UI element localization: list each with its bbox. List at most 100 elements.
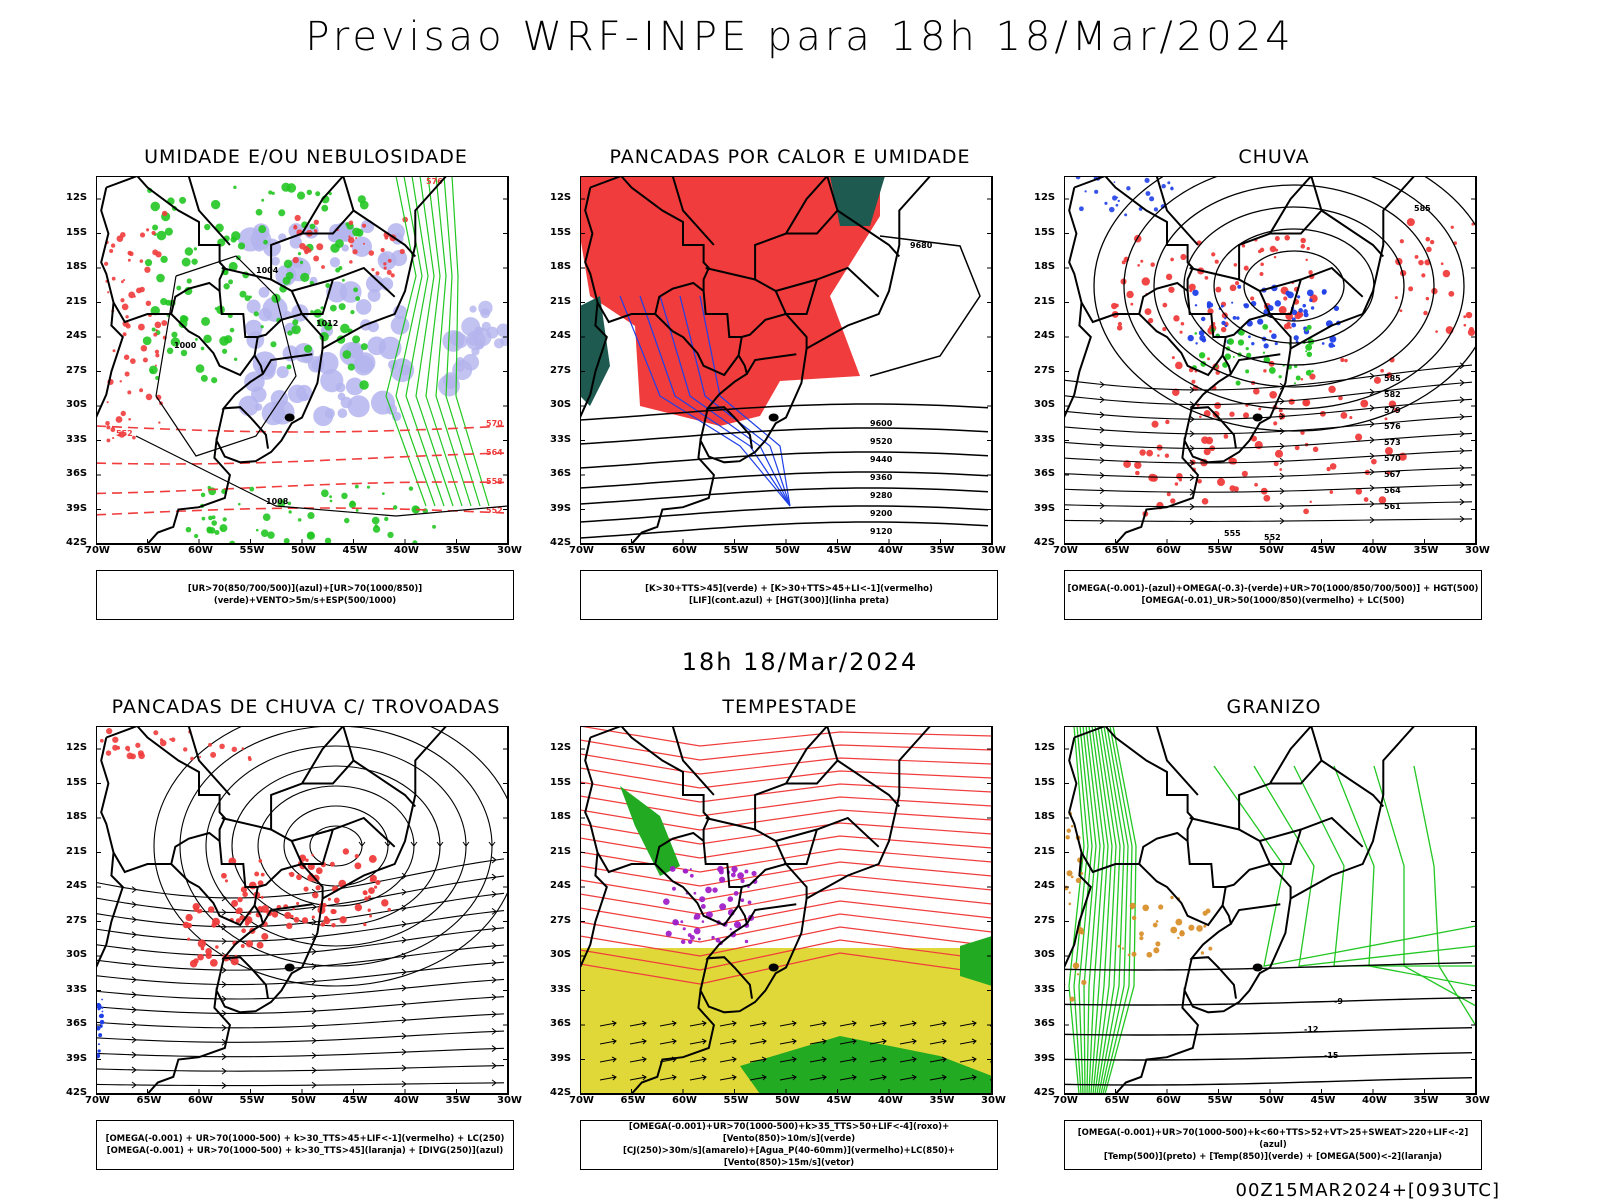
field-blob	[1463, 323, 1467, 327]
flow-arrow	[401, 888, 407, 896]
field-blob	[125, 315, 129, 319]
lat-tick-label: 24S	[550, 330, 572, 341]
lon-tick-label: 70W	[85, 545, 110, 556]
field-blob	[1329, 335, 1337, 343]
map-chuva[interactable]: 585 582 579 576 573 570 567 564 561 585 555 552	[1064, 176, 1484, 556]
field-blob	[341, 244, 349, 252]
map-umidade[interactable]: 570 564 558 552 552 1004 1008 1012 1000 576	[96, 176, 516, 556]
wind-vector	[629, 1056, 647, 1063]
field-blob	[353, 287, 359, 293]
field-blob	[223, 283, 230, 290]
field-blob	[680, 920, 684, 924]
contour-line	[1413, 765, 1476, 1027]
field-blob	[1094, 189, 1099, 194]
field-blob	[352, 335, 361, 344]
field-blob	[255, 208, 263, 216]
field-blob	[1394, 296, 1398, 300]
flow-arrow	[221, 1024, 227, 1032]
field-blob	[1158, 904, 1164, 910]
border-line	[1064, 302, 1092, 446]
field-blob	[292, 907, 295, 911]
contour-line	[1064, 381, 1473, 406]
field-blob	[1069, 996, 1075, 1002]
field-blob	[1168, 286, 1175, 293]
field-blob	[1066, 870, 1073, 877]
field-blob	[1333, 305, 1340, 312]
contour-line	[1064, 450, 1473, 464]
field-blob	[176, 285, 182, 291]
field-blob	[1152, 922, 1158, 928]
lat-tick-label: 39S	[550, 1052, 572, 1064]
wind-850-area	[740, 1036, 992, 1094]
field-blob	[248, 757, 252, 762]
lon-tick-label: 55W	[1207, 1095, 1233, 1106]
field-blob	[300, 272, 310, 283]
contour-line	[96, 910, 505, 942]
field-blob	[691, 205, 698, 213]
field-blob	[151, 327, 156, 332]
field-blob	[233, 185, 237, 190]
field-blob	[708, 333, 718, 342]
field-blob	[673, 920, 679, 926]
map-trovoadas[interactable]	[96, 726, 516, 1106]
field-blob	[170, 337, 181, 347]
field-blob	[258, 859, 263, 863]
lat-tick-label: 21S	[550, 845, 572, 857]
field-blob	[1274, 236, 1280, 241]
border-line	[836, 209, 901, 258]
field-blob	[719, 903, 727, 911]
field-blob	[111, 276, 116, 281]
field-blob	[1113, 181, 1116, 183]
field-blob	[1260, 262, 1264, 267]
map-pancadas-calor[interactable]: 9680 9600 9520 9440 9360 9280 9200 9120	[580, 176, 1000, 556]
field-blob	[1268, 367, 1276, 374]
hgt-contour	[1123, 176, 1465, 410]
map-granizo[interactable]: -9 -12 -15	[1064, 726, 1484, 1106]
field-blob	[121, 303, 129, 311]
map-tempestade[interactable]	[580, 726, 1000, 1106]
flow-arrow	[401, 1000, 407, 1008]
lat-tick-label: 18S	[66, 261, 88, 272]
field-blob	[452, 359, 473, 381]
contour-line	[1064, 1052, 1473, 1061]
lon-tick-label: 70W	[569, 1095, 594, 1106]
panel-title: TEMPESTADE	[722, 696, 858, 718]
legend-line: [Temp(500)](preto) + [Temp(850)](verde) …	[1103, 1152, 1443, 1162]
field-blob	[1203, 410, 1211, 417]
contour-label: -12	[1304, 1025, 1318, 1034]
legend-line: [LIF](cont.azul) + [HGT(300)](linha pret…	[688, 596, 890, 606]
field-blob	[284, 911, 292, 920]
field-blob	[1070, 824, 1074, 828]
contour-line	[415, 176, 454, 507]
field-blob	[315, 191, 321, 197]
field-blob	[375, 879, 381, 886]
field-blob	[261, 905, 269, 913]
field-blob	[1175, 361, 1183, 370]
field-blob	[1229, 411, 1235, 417]
flow-arrow	[131, 1021, 137, 1029]
field-blob	[329, 499, 333, 503]
field-blob	[1338, 395, 1343, 401]
field-blob	[348, 500, 357, 509]
lat-tick-label: 24S	[550, 880, 572, 891]
lat-tick-label: 42S	[1034, 537, 1056, 548]
wind-vector	[899, 1056, 917, 1063]
field-blob	[643, 295, 659, 311]
contour-label: 567	[1384, 470, 1401, 479]
flow-arrow	[491, 942, 497, 950]
flow-arrow	[401, 1048, 407, 1056]
field-blob	[733, 871, 736, 874]
field-blob	[191, 258, 198, 265]
field-blob	[155, 375, 160, 380]
field-blob	[1203, 924, 1207, 928]
field-blob	[340, 323, 350, 334]
map-content: -9 -12 -15	[1064, 726, 1476, 1094]
lon-tick-label: 40W	[1362, 545, 1387, 556]
field-blob	[1448, 290, 1455, 297]
coastline	[96, 176, 448, 544]
map-border	[580, 176, 993, 545]
field-blob	[1196, 925, 1203, 932]
field-blob	[1279, 468, 1283, 471]
field-blob	[1297, 295, 1301, 299]
flow-arrow	[131, 961, 137, 969]
